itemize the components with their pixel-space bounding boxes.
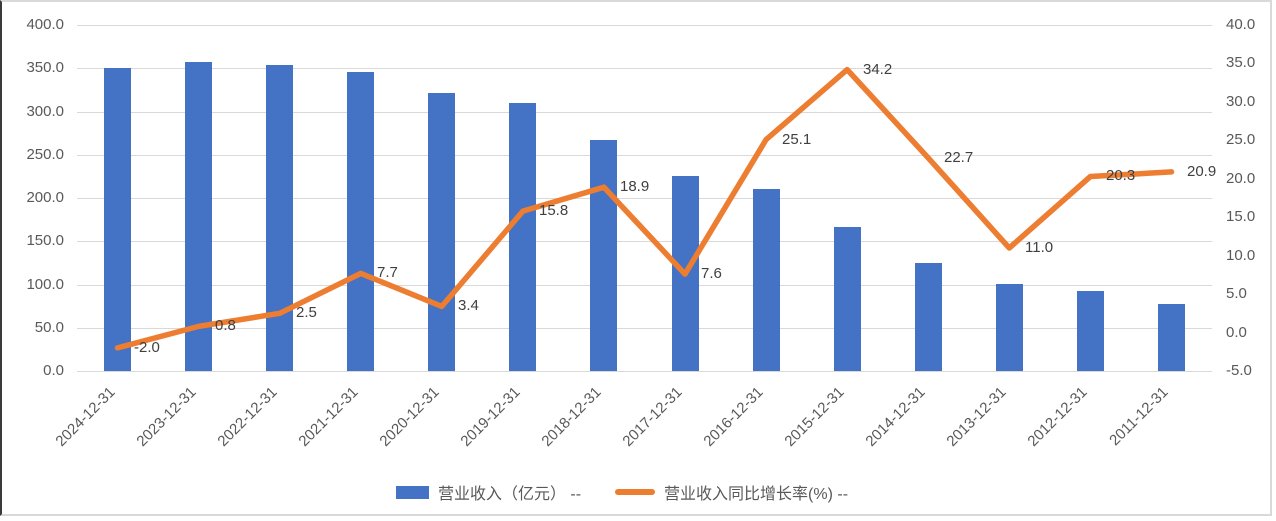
bar	[104, 68, 131, 371]
point-label: 11.0	[1025, 239, 1054, 256]
bar	[753, 189, 780, 371]
legend-item-growth: 营业收入同比增长率(%) --	[615, 480, 848, 504]
bar	[428, 93, 455, 371]
legend: 营业收入（亿元） -- 营业收入同比增长率(%) --	[2, 480, 1242, 504]
bar	[590, 140, 617, 371]
gridline	[77, 198, 1212, 199]
point-label: 3.4	[458, 297, 479, 314]
bar	[509, 103, 536, 371]
left-axis-tick: 300.0	[26, 103, 64, 120]
gridline	[77, 112, 1212, 113]
point-label: 2.5	[296, 304, 317, 321]
gridline	[77, 68, 1212, 69]
gridline	[77, 285, 1212, 286]
point-label: 18.9	[620, 178, 650, 195]
right-axis-tick: 30.0	[1226, 93, 1256, 110]
bar	[185, 62, 212, 371]
point-label: 15.8	[539, 202, 569, 219]
left-axis-tick: 400.0	[26, 16, 64, 33]
gridline	[77, 371, 1212, 372]
bar	[1077, 291, 1104, 371]
right-axis-tick: 25.0	[1226, 131, 1256, 148]
left-axis-tick: 50.0	[34, 319, 64, 336]
point-label: -2.0	[134, 339, 160, 356]
growth-line	[114, 66, 1175, 351]
right-axis-tick: 15.0	[1226, 208, 1256, 225]
gridline	[77, 155, 1212, 156]
bar	[834, 227, 861, 371]
right-axis-tick: 10.0	[1226, 247, 1256, 264]
growth-line-path	[114, 66, 1175, 351]
point-label: 25.1	[782, 131, 812, 148]
bar	[915, 263, 942, 371]
point-label: 34.2	[863, 61, 893, 78]
left-axis-tick: 150.0	[26, 232, 64, 249]
bar	[1158, 304, 1185, 371]
legend-revenue-label: 营业收入（亿元） --	[437, 486, 582, 503]
bar	[996, 284, 1023, 371]
left-axis-tick: 350.0	[26, 59, 64, 76]
point-label: 7.6	[701, 265, 722, 282]
plot-area: -2.0 0.8 2.5 7.7 3.4 15.8 18.9 7.6 25.1 34.2 22.7 1…	[77, 25, 1216, 372]
bar	[347, 72, 374, 371]
point-label: 20.3	[1106, 167, 1136, 184]
bar	[266, 65, 293, 371]
right-axis-tick: 40.0	[1226, 16, 1256, 33]
legend-item-revenue: 营业收入（亿元） --	[395, 480, 582, 504]
line-swatch-icon	[615, 489, 656, 495]
point-label: 0.8	[215, 317, 236, 334]
point-label: 7.7	[377, 264, 398, 281]
left-axis-tick: 250.0	[26, 146, 64, 163]
bar-swatch-icon	[395, 485, 429, 499]
gridline	[77, 25, 1212, 26]
left-axis-tick: 200.0	[26, 189, 64, 206]
point-label: 20.9	[1187, 163, 1217, 180]
right-axis-tick: 20.0	[1226, 170, 1256, 187]
left-axis-tick: 0.0	[43, 362, 64, 379]
gridline	[77, 241, 1212, 242]
right-axis-tick: 35.0	[1226, 54, 1256, 71]
gridline	[77, 328, 1212, 329]
legend-growth-label: 营业收入同比增长率(%) --	[664, 486, 849, 503]
right-axis-tick: 0.0	[1226, 324, 1247, 341]
point-label: 22.7	[944, 149, 974, 166]
right-axis-tick: -5.0	[1226, 362, 1252, 379]
left-axis-tick: 100.0	[26, 276, 64, 293]
right-axis-tick: 5.0	[1226, 285, 1247, 302]
